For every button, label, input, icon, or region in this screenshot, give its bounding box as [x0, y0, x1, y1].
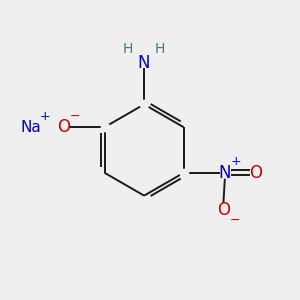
- Text: −: −: [69, 110, 80, 122]
- Text: +: +: [40, 110, 50, 123]
- Text: N: N: [219, 164, 231, 182]
- Text: H: H: [155, 42, 166, 56]
- Text: H: H: [123, 42, 133, 56]
- Text: O: O: [57, 118, 70, 136]
- Text: −: −: [229, 214, 240, 227]
- Text: O: O: [249, 164, 262, 182]
- Text: Na: Na: [21, 120, 41, 135]
- Text: O: O: [217, 201, 230, 219]
- Text: +: +: [231, 155, 242, 168]
- Text: N: N: [138, 54, 150, 72]
